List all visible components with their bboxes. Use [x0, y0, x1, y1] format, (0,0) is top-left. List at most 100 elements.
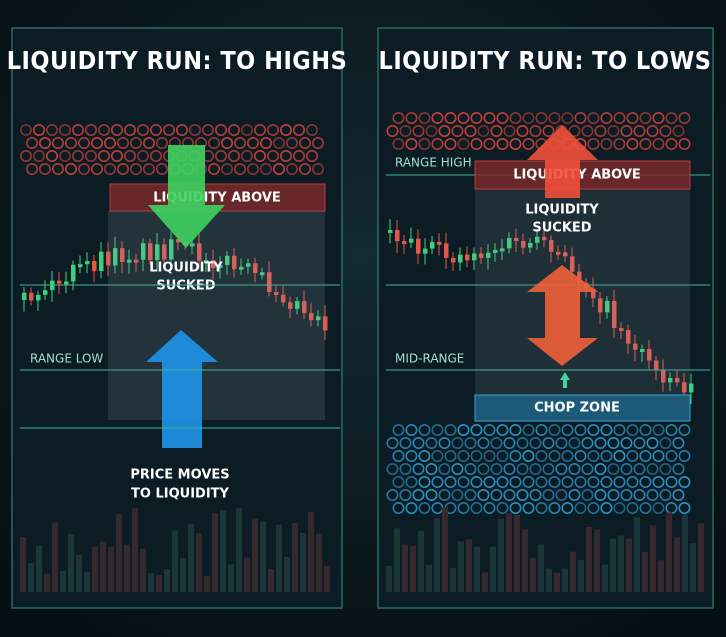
liquidity-dot	[477, 488, 490, 501]
liquidity-dot	[464, 462, 477, 475]
liquidity-dot	[535, 501, 548, 514]
candle	[43, 290, 48, 295]
liquidity-dot	[665, 475, 678, 488]
candle	[640, 349, 645, 353]
range-label: RANGE HIGH	[395, 156, 472, 170]
liquidity-dot	[266, 150, 279, 163]
liquidity-dot	[176, 124, 189, 137]
volume-bar	[442, 507, 448, 592]
volume-bar	[68, 533, 74, 592]
candle	[409, 238, 414, 243]
liquidity-dot	[399, 436, 412, 449]
liquidity-dot	[561, 501, 574, 514]
volume-bar	[156, 575, 162, 592]
liquidity-dot	[626, 138, 639, 151]
volume-bar	[666, 512, 672, 592]
volume-bar	[538, 544, 544, 592]
liquidity-dot	[639, 475, 652, 488]
box-label: CHOP ZONE	[534, 401, 620, 416]
liquidity-dot	[639, 449, 652, 462]
liquidity-dot	[613, 501, 626, 514]
liquidity-dot	[555, 462, 568, 475]
candle	[78, 264, 83, 268]
candle	[549, 240, 554, 252]
candle	[197, 243, 202, 261]
volume-bar	[252, 518, 258, 592]
candle	[661, 370, 666, 383]
volume-bar	[260, 521, 266, 592]
volume-bar	[698, 523, 704, 592]
arrow-up	[146, 330, 218, 448]
liquidity-dot	[85, 124, 98, 137]
liquidity-dot	[613, 423, 626, 436]
liquidity-dot	[189, 124, 202, 137]
volume-bar	[44, 573, 50, 592]
volume-bar	[674, 537, 680, 592]
liquidity-dot	[305, 150, 318, 163]
liquidity-dot	[620, 436, 633, 449]
volume-bar	[140, 548, 146, 592]
volume-bar	[236, 508, 242, 592]
liquidity-dot	[626, 112, 639, 125]
liquidity-dot	[470, 501, 483, 514]
candle	[29, 292, 34, 301]
candle	[64, 281, 69, 285]
liquidity-dot	[665, 112, 678, 125]
liquidity-dot	[444, 449, 457, 462]
liquidity-dot	[678, 138, 691, 151]
liquidity-dot	[438, 125, 451, 138]
liquidity-dot	[600, 449, 613, 462]
candle	[211, 260, 216, 269]
liquidity-dot	[221, 137, 234, 150]
volume-bar	[212, 513, 218, 592]
liquidity-dot	[587, 138, 600, 151]
volume-bar	[434, 518, 440, 592]
candle	[416, 238, 421, 254]
liquidity-dot	[150, 150, 163, 163]
label: LIQUIDITY	[525, 203, 599, 218]
liquidity-dot	[581, 462, 594, 475]
liquidity-dot	[137, 150, 150, 163]
arrow-down	[148, 145, 225, 248]
liquidity-dot	[418, 475, 431, 488]
volume-bar	[594, 529, 600, 592]
liquidity-dot	[451, 436, 464, 449]
candle	[253, 263, 258, 274]
candle	[323, 316, 328, 331]
liquidity-dot	[594, 462, 607, 475]
liquidity-dot	[470, 423, 483, 436]
liquidity-dot	[568, 436, 581, 449]
liquidity-dot	[503, 436, 516, 449]
candle	[225, 255, 230, 265]
candle	[437, 241, 442, 245]
liquidity-dot	[38, 137, 51, 150]
volume-bar	[132, 508, 138, 592]
liquidity-dot	[496, 138, 509, 151]
candle	[71, 264, 76, 282]
volume-bar	[394, 528, 400, 592]
liquidity-dot	[509, 112, 522, 125]
candle	[190, 243, 195, 247]
liquidity-dot	[72, 150, 85, 163]
liquidity-dot	[464, 436, 477, 449]
volume-bar	[116, 514, 122, 592]
liquidity-dot	[652, 138, 665, 151]
liquidity-dot	[386, 436, 399, 449]
liquidity-dot	[451, 462, 464, 475]
liquidity-dot	[587, 501, 600, 514]
volume-bar	[268, 568, 274, 592]
liquidity-dot	[626, 449, 639, 462]
candle	[57, 280, 62, 284]
liquidity-dot	[522, 423, 535, 436]
title: LIQUIDITY RUN: TO HIGHS	[7, 46, 348, 75]
liquidity-dot	[503, 462, 516, 475]
liquidity-dot	[65, 137, 78, 150]
candle	[85, 261, 90, 265]
liquidity-dot	[418, 112, 431, 125]
liquidity-dot	[208, 137, 221, 150]
liquidity-dot	[241, 150, 254, 163]
liquidity-dot	[418, 423, 431, 436]
liquidity-dot	[561, 475, 574, 488]
liquidity-dot	[574, 449, 587, 462]
liquidity-dot	[652, 112, 665, 125]
